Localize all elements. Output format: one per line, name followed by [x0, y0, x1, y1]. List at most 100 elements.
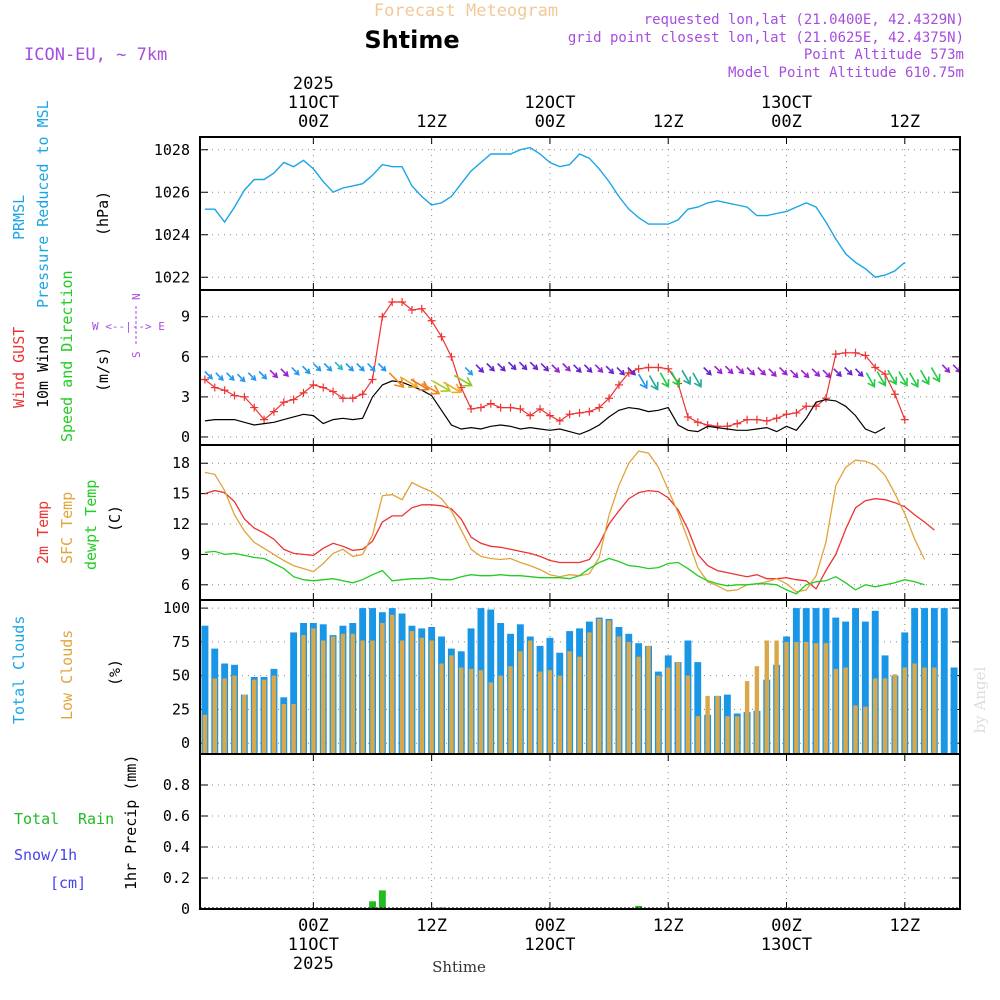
low-cloud-bar [429, 640, 434, 754]
gust-marker [289, 395, 298, 404]
gust-marker [624, 368, 633, 377]
time-axis-bottom-label: 00Z [771, 916, 802, 936]
gust-marker [831, 350, 840, 359]
wind-arrow [941, 364, 951, 373]
wind-arrow [464, 366, 474, 376]
low-cloud-bar [370, 640, 375, 754]
compass-s: S [130, 351, 143, 358]
time-axis-bottom-label: 12Z [653, 916, 684, 936]
y-tick-label: 1024 [154, 226, 190, 244]
time-axis-top-label: 12Z [889, 112, 920, 132]
wind-arrow [258, 370, 268, 380]
wind-arrow [421, 382, 441, 395]
wind-arrow [779, 366, 788, 376]
legend-10m-wind: 10m Wind [34, 336, 52, 408]
low-cloud-bar [271, 675, 277, 754]
wind-arrow [833, 368, 842, 377]
wind-arrow [876, 371, 887, 387]
time-axis-top-label: 00Z [298, 112, 329, 132]
low-cloud-bar [626, 641, 631, 754]
gust-marker [683, 412, 692, 421]
y-tick-label: 1022 [154, 268, 190, 286]
gust-marker [890, 390, 899, 399]
gust-marker [299, 388, 308, 397]
time-axis-bottom-label: 13OCT [761, 935, 812, 955]
time-axis-top-label: 00Z [771, 112, 802, 132]
wind-arrow [215, 372, 224, 381]
low-cloud-bar [794, 641, 799, 754]
gust-marker [536, 404, 545, 413]
wind-arrow [844, 366, 853, 376]
low-cloud-bar [705, 695, 710, 754]
time-axis-top-label: 00Z [535, 112, 566, 132]
low-cloud-bar [695, 716, 700, 754]
low-cloud-bar [340, 633, 346, 754]
title-main: Shtime [364, 26, 459, 54]
gust-marker [486, 399, 495, 408]
rain-bar [635, 905, 643, 909]
low-cloud-bar [656, 675, 661, 754]
low-cloud-bar [685, 675, 691, 754]
low-cloud-bar [350, 633, 355, 754]
panel-pressure: 1022 1024 1026 1028 [154, 136, 961, 291]
model-altitude: Model Point Altitude 610.75m [728, 65, 964, 81]
point-altitude: Point Altitude 573m [804, 47, 964, 63]
gust-marker [654, 363, 663, 372]
low-cloud-bar [882, 678, 888, 754]
low-cloud-bar [439, 663, 444, 754]
wind-arrow [724, 365, 734, 375]
gust-marker [595, 403, 604, 412]
wind-arrow [443, 381, 463, 394]
gust-marker [417, 304, 426, 313]
time-axis-top-label: 13OCT [761, 93, 812, 113]
low-cloud-bar [735, 716, 740, 754]
y-tick-label: 75 [172, 633, 190, 651]
gust-marker [348, 394, 357, 403]
gust-marker [841, 348, 850, 357]
plots-layer: 1022102410261028036969121518025507510000… [154, 74, 962, 974]
gust-marker [319, 383, 328, 392]
panel-temperature: 6 9 12 15 18 [172, 444, 961, 601]
low-cloud-bar [390, 614, 395, 754]
low-cloud-bar [823, 643, 829, 754]
low-cloud-bar [744, 681, 750, 754]
ylabel-temp: (C) [106, 505, 124, 532]
low-cloud-bar [902, 667, 907, 754]
y-tick-label: 12 [172, 515, 190, 533]
time-axis-bottom-label: 11OCT [288, 935, 339, 955]
low-cloud-bar [774, 640, 779, 754]
wind-arrow [367, 362, 376, 372]
time-axis-bottom-label: 12Z [889, 916, 920, 936]
time-axis-top-label: 2025 [293, 74, 334, 94]
low-cloud-bar [675, 662, 681, 754]
wind-arrow [345, 362, 355, 372]
low-cloud-bar [636, 656, 641, 754]
gust-marker [260, 415, 269, 424]
wind-arrow [919, 369, 930, 386]
panel-wind: 0 3 6 9 [181, 290, 962, 446]
wind-arrow [388, 372, 405, 389]
low-cloud-bar [380, 623, 385, 754]
gridpoint-coords: grid point closest lon,lat (21.0625E, 42… [568, 30, 964, 46]
y-tick-label: 6 [181, 576, 190, 594]
wind-arrow [768, 368, 777, 377]
y-tick-label: 50 [172, 667, 190, 685]
footer-location: Shtime [432, 958, 486, 976]
wind-arrow [269, 369, 279, 379]
compass-we: W <--|--> E [92, 320, 165, 333]
total-cloud-bar [487, 609, 495, 754]
gust-line [204, 301, 906, 427]
wind-arrow [475, 364, 485, 373]
low-cloud-bar [764, 640, 769, 754]
low-cloud-bar [399, 640, 405, 754]
y-tick-label: 0.2 [163, 869, 190, 887]
gust-marker [358, 390, 367, 399]
wind-arrow [670, 371, 681, 387]
gust-marker [240, 392, 249, 401]
wind-arrow [865, 372, 876, 389]
gust-marker [782, 410, 791, 419]
model-label: ICON-EU, ~ 7km [24, 45, 167, 65]
low-cloud-bar [597, 618, 602, 754]
ylabel-clouds: (%) [106, 659, 124, 686]
low-cloud-bar [537, 671, 543, 754]
